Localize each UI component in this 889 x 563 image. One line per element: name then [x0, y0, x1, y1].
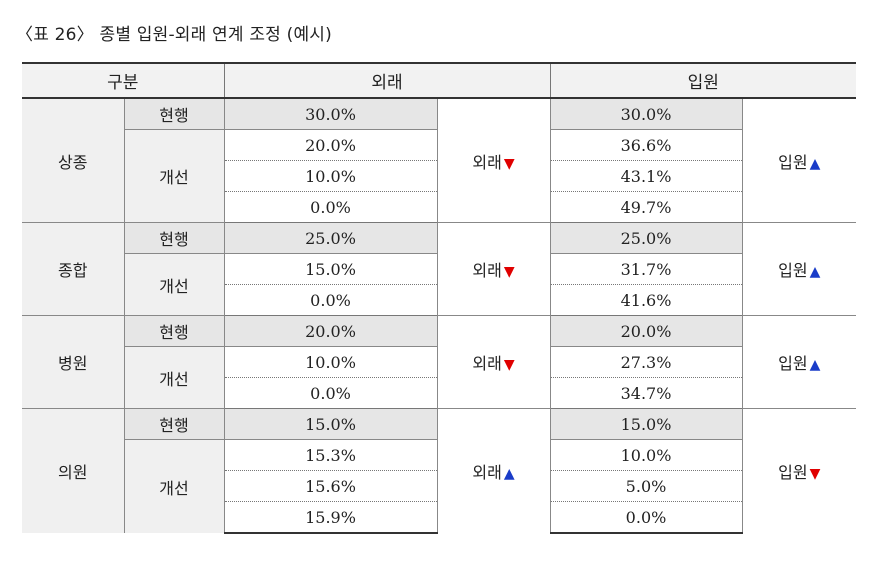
table-row: 병원 현행 20.0% 외래 ▼ 20.0% 입원 ▲ — [22, 315, 856, 409]
inpatient-value: 31.7% — [550, 253, 742, 285]
current-label: 현행 — [124, 222, 225, 254]
table-row: 의원 현행 15.0% 외래 ▲ 15.0% 입원 ▼ — [22, 408, 856, 533]
outpatient-value: 15.0% — [224, 253, 437, 285]
improved-label: 개선 — [124, 253, 225, 316]
inpatient-value: 27.3% — [550, 346, 742, 378]
header-row: 구분 외래 입원 — [22, 63, 856, 99]
table-row: 0.0% 49.7% — [22, 191, 856, 223]
improved-label: 개선 — [124, 346, 225, 409]
outpatient-value: 0.0% — [224, 191, 437, 223]
outpatient-direction-label: 외래 — [472, 261, 502, 280]
outpatient-value: 20.0% — [224, 129, 437, 161]
table-row: 개선 15.3% 10.0% — [22, 439, 856, 533]
triangle-up-icon: ▲ — [809, 357, 821, 373]
inpatient-value: 49.7% — [550, 191, 742, 223]
outpatient-value: 15.0% — [224, 408, 437, 440]
inpatient-value: 34.7% — [550, 377, 742, 409]
table-row: 상종 현행 30.0% 외래 ▼ 30.0% 입원 ▲ — [22, 97, 856, 223]
outpatient-value: 20.0% — [224, 315, 437, 347]
table-row: 개선 20.0% 36.6% — [22, 129, 856, 223]
outpatient-value: 15.6% — [224, 470, 437, 502]
outpatient-value: 10.0% — [224, 160, 437, 192]
inpatient-value: 25.0% — [550, 222, 742, 254]
group-block: 종합 현행 25.0% 외래 ▼ 25.0% 입원 ▲ 개선 15.0% 31.7% 0.0% 41.6… — [22, 222, 856, 316]
improved-label: 개선 — [124, 439, 225, 533]
table-caption: 〈표 26〉 종별 입원-외래 연계 조정 (예시) — [16, 25, 332, 45]
table-row: 개선 10.0% 27.3% — [22, 346, 856, 409]
group-name: 의원 — [22, 408, 125, 533]
inpatient-direction: 입원 ▲ — [741, 315, 856, 409]
triangle-down-icon: ▼ — [503, 357, 515, 373]
outpatient-direction: 외래 ▼ — [436, 97, 551, 223]
triangle-down-icon: ▼ — [503, 264, 515, 280]
header-category: 구분 — [22, 63, 224, 99]
table-row: 10.0% 43.1% — [22, 160, 856, 192]
outpatient-value: 15.9% — [224, 501, 437, 534]
inpatient-value: 41.6% — [550, 284, 742, 316]
triangle-down-icon: ▼ — [503, 155, 515, 172]
group-block: 상종 현행 30.0% 외래 ▼ 30.0% 입원 ▲ 개선 20.0% 36.6% 10.0% 43.… — [22, 97, 856, 223]
outpatient-value: 0.0% — [224, 377, 437, 409]
inpatient-value: 43.1% — [550, 160, 742, 192]
inpatient-direction-label: 입원 — [778, 261, 808, 280]
current-label: 현행 — [124, 97, 225, 130]
inpatient-direction: 입원 ▼ — [741, 408, 856, 533]
outpatient-direction: 외래 ▼ — [436, 222, 551, 316]
inpatient-value: 36.6% — [550, 129, 742, 161]
group-name: 종합 — [22, 222, 125, 316]
table-row: 종합 현행 25.0% 외래 ▼ 25.0% 입원 ▲ — [22, 222, 856, 316]
triangle-down-icon: ▼ — [809, 466, 821, 482]
outpatient-value: 0.0% — [224, 284, 437, 316]
outpatient-direction: 외래 ▲ — [436, 408, 551, 533]
inpatient-direction-label: 입원 — [778, 463, 808, 482]
group-block: 병원 현행 20.0% 외래 ▼ 20.0% 입원 ▲ 개선 10.0% 27.3% 0.0% 34.7… — [22, 315, 856, 409]
inpatient-value: 0.0% — [550, 501, 742, 534]
outpatient-value: 10.0% — [224, 346, 437, 378]
group-name: 상종 — [22, 97, 125, 223]
triangle-up-icon: ▲ — [809, 155, 821, 172]
triangle-up-icon: ▲ — [503, 466, 515, 482]
group-name: 병원 — [22, 315, 125, 409]
table-row: 15.9% 0.0% — [22, 501, 856, 534]
outpatient-direction-label: 외래 — [472, 463, 502, 482]
group-block: 의원 현행 15.0% 외래 ▲ 15.0% 입원 ▼ 개선 15.3% 10.0% 15.6% 5.0… — [22, 408, 856, 534]
inpatient-value: 20.0% — [550, 315, 742, 347]
inpatient-direction: 입원 ▲ — [741, 222, 856, 316]
inpatient-value: 5.0% — [550, 470, 742, 502]
triangle-up-icon: ▲ — [809, 264, 821, 280]
header-outpatient: 외래 — [223, 63, 550, 99]
improved-label: 개선 — [124, 129, 225, 223]
header-inpatient: 입원 — [549, 63, 856, 99]
inpatient-direction-label: 입원 — [778, 152, 808, 172]
outpatient-direction: 외래 ▼ — [436, 315, 551, 409]
table-row: 개선 15.0% 31.7% — [22, 253, 856, 316]
inpatient-direction: 입원 ▲ — [741, 97, 856, 223]
linkage-table: 구분 외래 입원 상종 현행 30.0% 외래 ▼ 30.0% 입원 ▲ 개선 20.0% 36.6… — [22, 62, 856, 534]
table-row: 0.0% 41.6% — [22, 284, 856, 316]
inpatient-value: 30.0% — [550, 97, 742, 130]
outpatient-direction-label: 외래 — [472, 152, 502, 172]
outpatient-value: 30.0% — [224, 97, 437, 130]
outpatient-value: 15.3% — [224, 439, 437, 471]
current-label: 현행 — [124, 408, 225, 440]
table-row: 15.6% 5.0% — [22, 470, 856, 502]
outpatient-direction-label: 외래 — [472, 354, 502, 373]
inpatient-direction-label: 입원 — [778, 354, 808, 373]
inpatient-value: 15.0% — [550, 408, 742, 440]
inpatient-value: 10.0% — [550, 439, 742, 471]
current-label: 현행 — [124, 315, 225, 347]
outpatient-value: 25.0% — [224, 222, 437, 254]
